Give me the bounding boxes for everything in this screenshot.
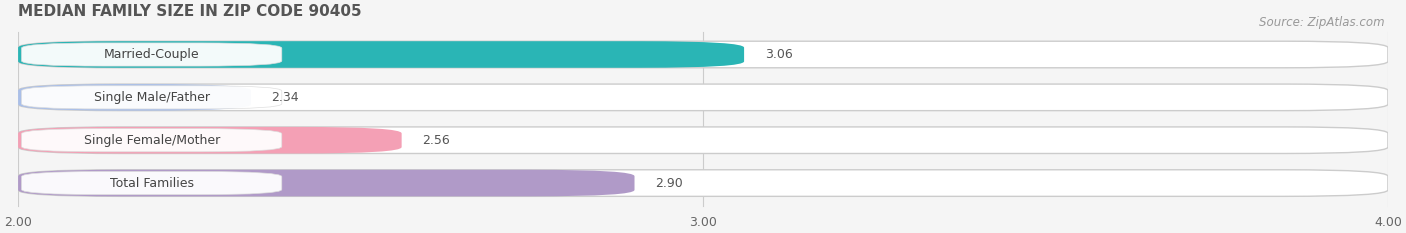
FancyBboxPatch shape — [18, 127, 402, 154]
Text: 2.34: 2.34 — [271, 91, 299, 104]
Text: MEDIAN FAMILY SIZE IN ZIP CODE 90405: MEDIAN FAMILY SIZE IN ZIP CODE 90405 — [18, 4, 361, 19]
Text: 2.90: 2.90 — [655, 177, 683, 190]
FancyBboxPatch shape — [21, 86, 281, 109]
FancyBboxPatch shape — [18, 84, 250, 111]
FancyBboxPatch shape — [18, 170, 1388, 196]
Text: Single Male/Father: Single Male/Father — [94, 91, 209, 104]
FancyBboxPatch shape — [21, 129, 281, 152]
FancyBboxPatch shape — [18, 170, 634, 196]
FancyBboxPatch shape — [18, 41, 1388, 68]
Text: 2.56: 2.56 — [422, 134, 450, 147]
FancyBboxPatch shape — [18, 127, 1388, 154]
Text: Total Families: Total Families — [110, 177, 194, 190]
FancyBboxPatch shape — [18, 41, 744, 68]
FancyBboxPatch shape — [18, 84, 1388, 111]
Text: 3.06: 3.06 — [765, 48, 793, 61]
FancyBboxPatch shape — [21, 171, 281, 195]
Text: Single Female/Mother: Single Female/Mother — [83, 134, 219, 147]
FancyBboxPatch shape — [21, 43, 281, 66]
Text: Married-Couple: Married-Couple — [104, 48, 200, 61]
Text: Source: ZipAtlas.com: Source: ZipAtlas.com — [1260, 16, 1385, 29]
